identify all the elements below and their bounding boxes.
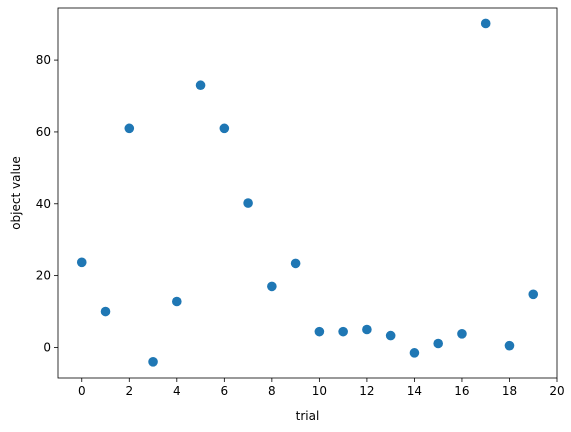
y-tick-label: 20 (36, 269, 51, 283)
x-tick-label: 2 (125, 384, 133, 398)
x-axis-label: trial (296, 409, 320, 423)
x-tick-label: 14 (407, 384, 422, 398)
plot-area (58, 8, 557, 378)
x-tick-label: 0 (78, 384, 86, 398)
data-point (362, 324, 372, 335)
data-point (433, 338, 443, 349)
data-point (148, 357, 158, 367)
plot-frame (57, 7, 558, 379)
x-tick-label: 20 (549, 384, 564, 398)
data-point (219, 123, 230, 134)
y-tick-label: 80 (36, 53, 51, 67)
y-tick-label: 60 (36, 125, 51, 139)
x-tick-label: 16 (454, 384, 469, 398)
data-point (100, 306, 111, 317)
data-point (528, 289, 539, 300)
data-point (457, 329, 467, 339)
data-point (124, 123, 135, 134)
data-point (195, 80, 206, 91)
x-tick-label: 18 (502, 384, 517, 398)
data-point (504, 340, 515, 351)
data-point (314, 326, 325, 337)
x-axis-ticks: 0 2 4 6 8 10 12 14 16 18 20 (78, 378, 565, 398)
x-tick-label: 4 (173, 384, 181, 398)
data-point (480, 18, 491, 29)
x-tick-label: 8 (268, 384, 276, 398)
data-point (172, 296, 182, 307)
data-point (290, 258, 301, 269)
data-point (267, 281, 277, 292)
data-point (76, 257, 87, 268)
x-tick-label: 6 (221, 384, 229, 398)
y-axis-ticks: 0 20 40 60 80 (36, 53, 58, 354)
data-point (243, 198, 253, 208)
data-point (338, 326, 348, 337)
y-tick-label: 0 (43, 340, 51, 354)
data-point (385, 330, 396, 341)
x-tick-label: 12 (359, 384, 374, 398)
data-points (76, 18, 539, 367)
data-point (409, 348, 420, 358)
y-tick-label: 40 (36, 197, 51, 211)
y-axis-label: object value (9, 156, 23, 230)
x-tick-label: 10 (312, 384, 327, 398)
